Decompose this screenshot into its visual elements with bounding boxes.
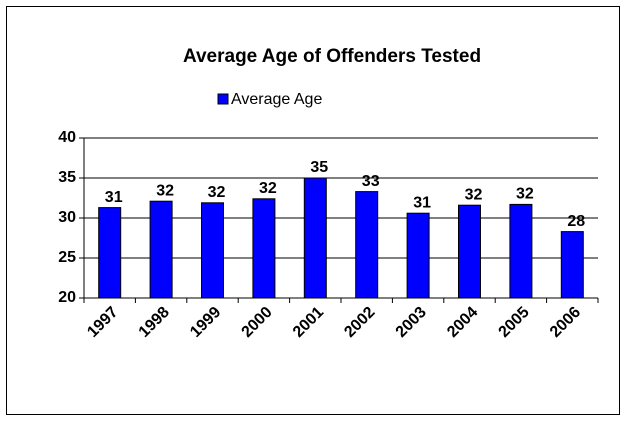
data-label: 33 <box>362 173 380 190</box>
y-tick-label: 40 <box>58 129 76 146</box>
y-tick-label: 20 <box>58 289 76 306</box>
bar <box>149 200 173 299</box>
chart-title: Average Age of Offenders Tested <box>183 46 481 67</box>
bar <box>355 191 379 299</box>
bar <box>406 212 430 299</box>
bar <box>98 207 122 299</box>
bar <box>303 177 327 299</box>
y-tick-label: 35 <box>58 169 76 186</box>
data-label: 32 <box>516 186 534 203</box>
y-tick-label: 25 <box>58 249 76 266</box>
legend-label: Average Age <box>231 91 322 108</box>
data-label: 32 <box>156 182 174 199</box>
bar <box>252 198 276 299</box>
bar <box>201 202 224 299</box>
data-label: 32 <box>465 186 483 203</box>
data-label: 35 <box>310 159 328 176</box>
data-label: 31 <box>413 194 431 211</box>
bar <box>560 231 584 299</box>
y-tick-label: 30 <box>58 209 76 226</box>
legend-swatch <box>217 93 229 105</box>
bar <box>509 203 533 299</box>
data-label: 32 <box>208 184 226 201</box>
data-label: 28 <box>567 213 585 230</box>
data-label: 32 <box>259 180 277 197</box>
bar <box>458 204 481 299</box>
data-label: 31 <box>105 189 123 206</box>
